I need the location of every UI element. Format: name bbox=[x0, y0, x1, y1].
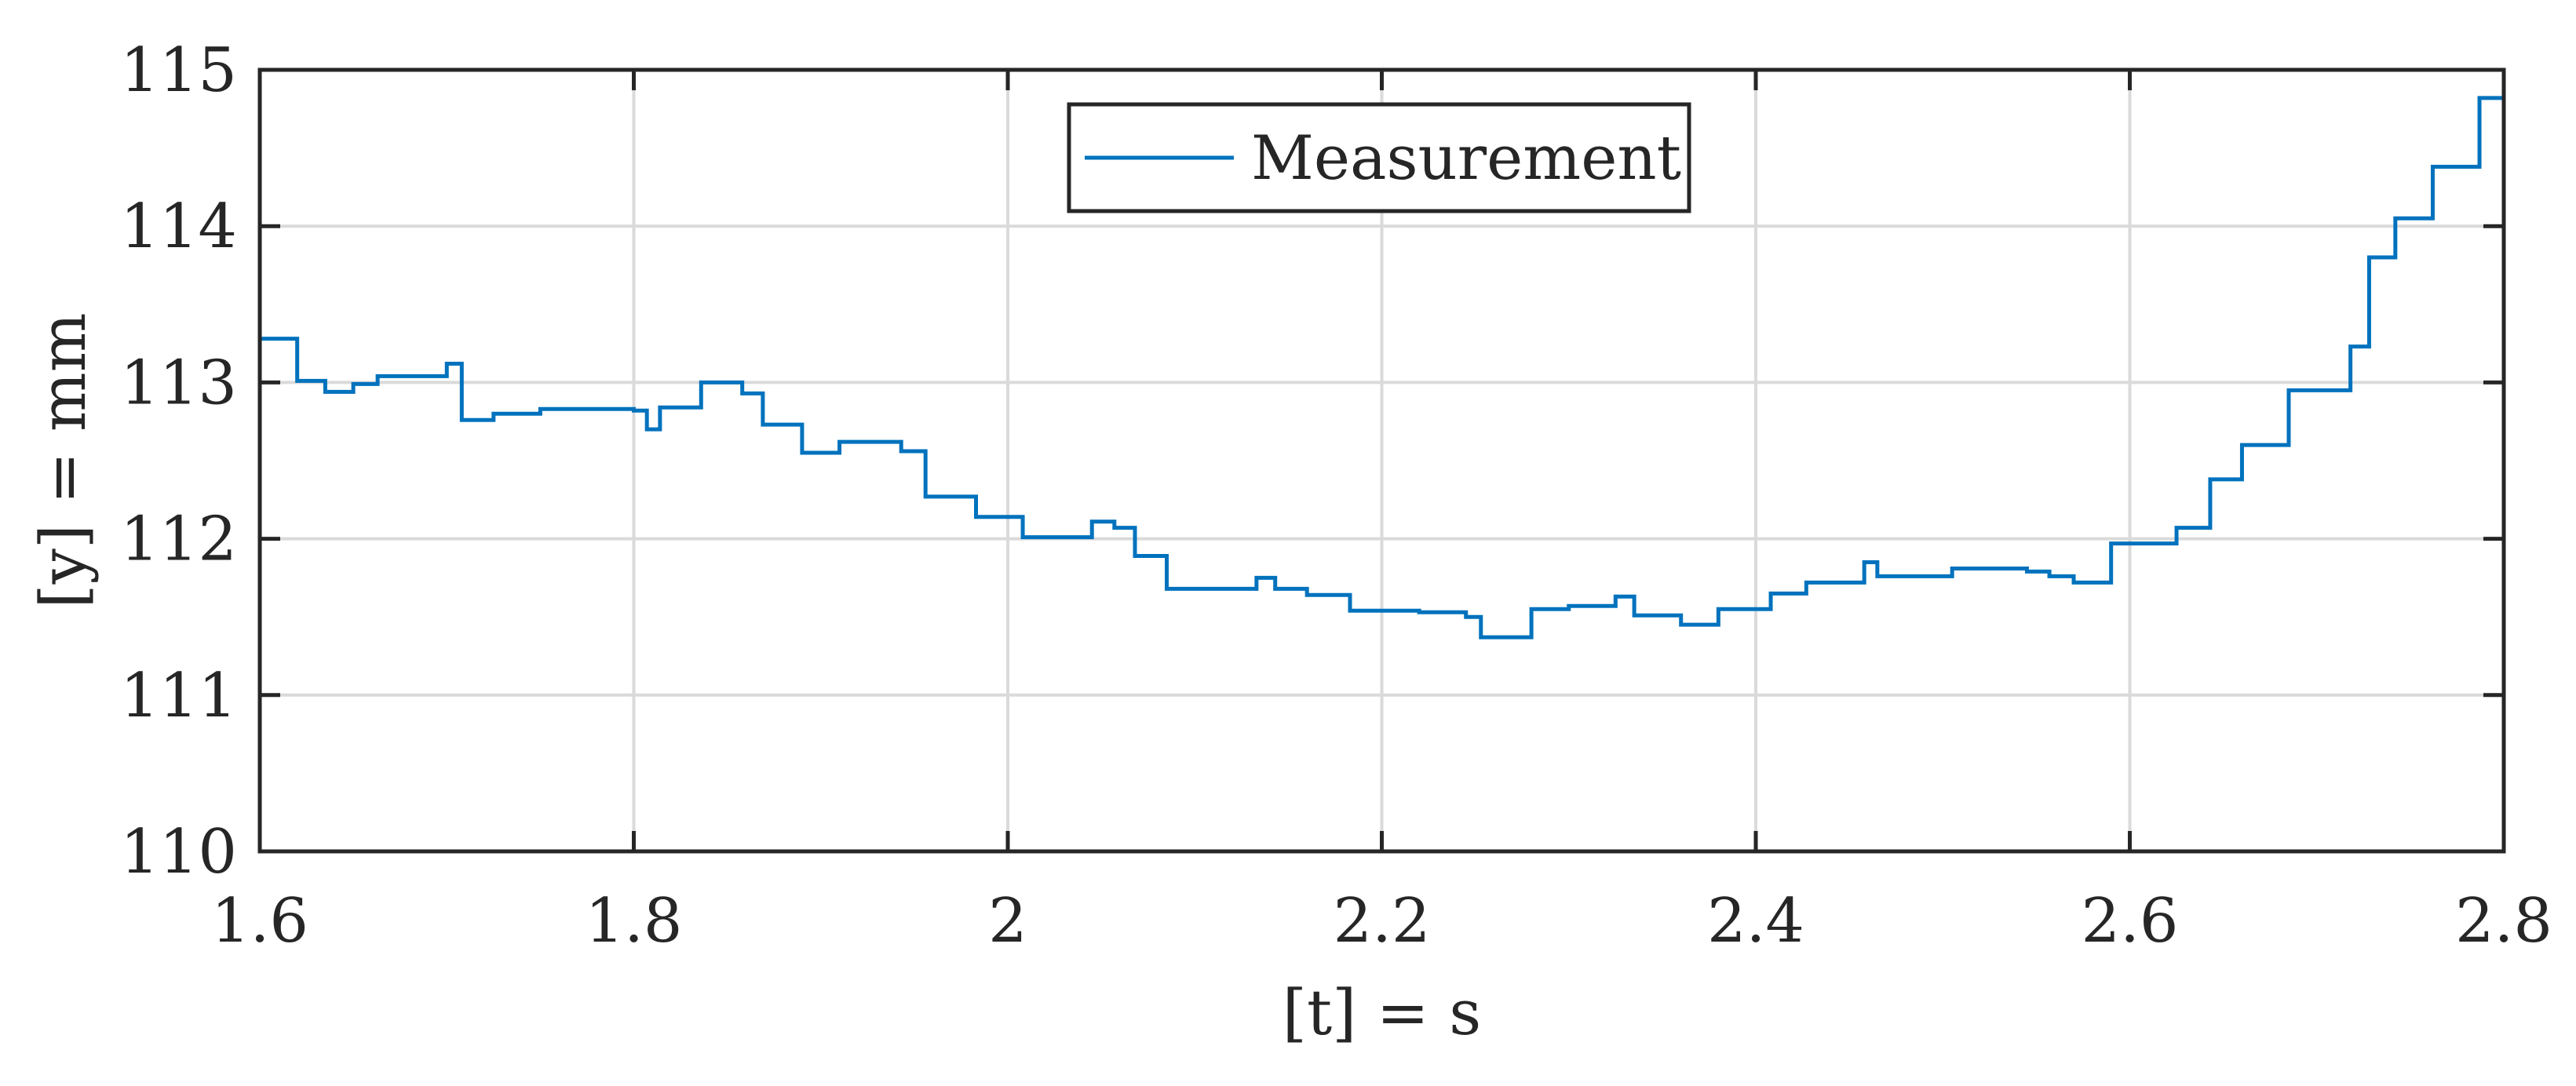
y-tick-label: 112 bbox=[120, 505, 237, 575]
y-axis-label: [y] = mm bbox=[27, 312, 100, 608]
y-tick-label: 110 bbox=[120, 817, 237, 887]
axes: 1.6 1.8 2 2.2 2.4 2.6 2.8 110 111 112 113 114 115 bbox=[120, 35, 2552, 957]
x-tick-label: 2.8 bbox=[2455, 886, 2552, 957]
x-tick-label: 2.4 bbox=[1707, 886, 1804, 957]
x-tick-label: 1.8 bbox=[585, 886, 682, 957]
x-tick-label: 2.6 bbox=[2081, 886, 2178, 957]
plot-area bbox=[260, 96, 2504, 640]
series-line-measurement bbox=[260, 96, 2504, 640]
y-tick-label: 113 bbox=[120, 348, 237, 418]
y-tick-label: 114 bbox=[120, 191, 237, 262]
x-tick-label: 2 bbox=[988, 886, 1027, 957]
x-tick-label: 1.6 bbox=[211, 886, 308, 957]
y-tick-label: 111 bbox=[120, 661, 237, 731]
legend: Measurement bbox=[1067, 102, 1691, 213]
legend-entry-label: Measurement bbox=[1251, 123, 1681, 194]
x-axis-label: [t] = s bbox=[1283, 976, 1482, 1049]
y-tick-label: 115 bbox=[120, 35, 237, 106]
axis-labels: [t] = s [y] = mm bbox=[27, 312, 1481, 1049]
x-tick-label: 2.2 bbox=[1333, 886, 1430, 957]
